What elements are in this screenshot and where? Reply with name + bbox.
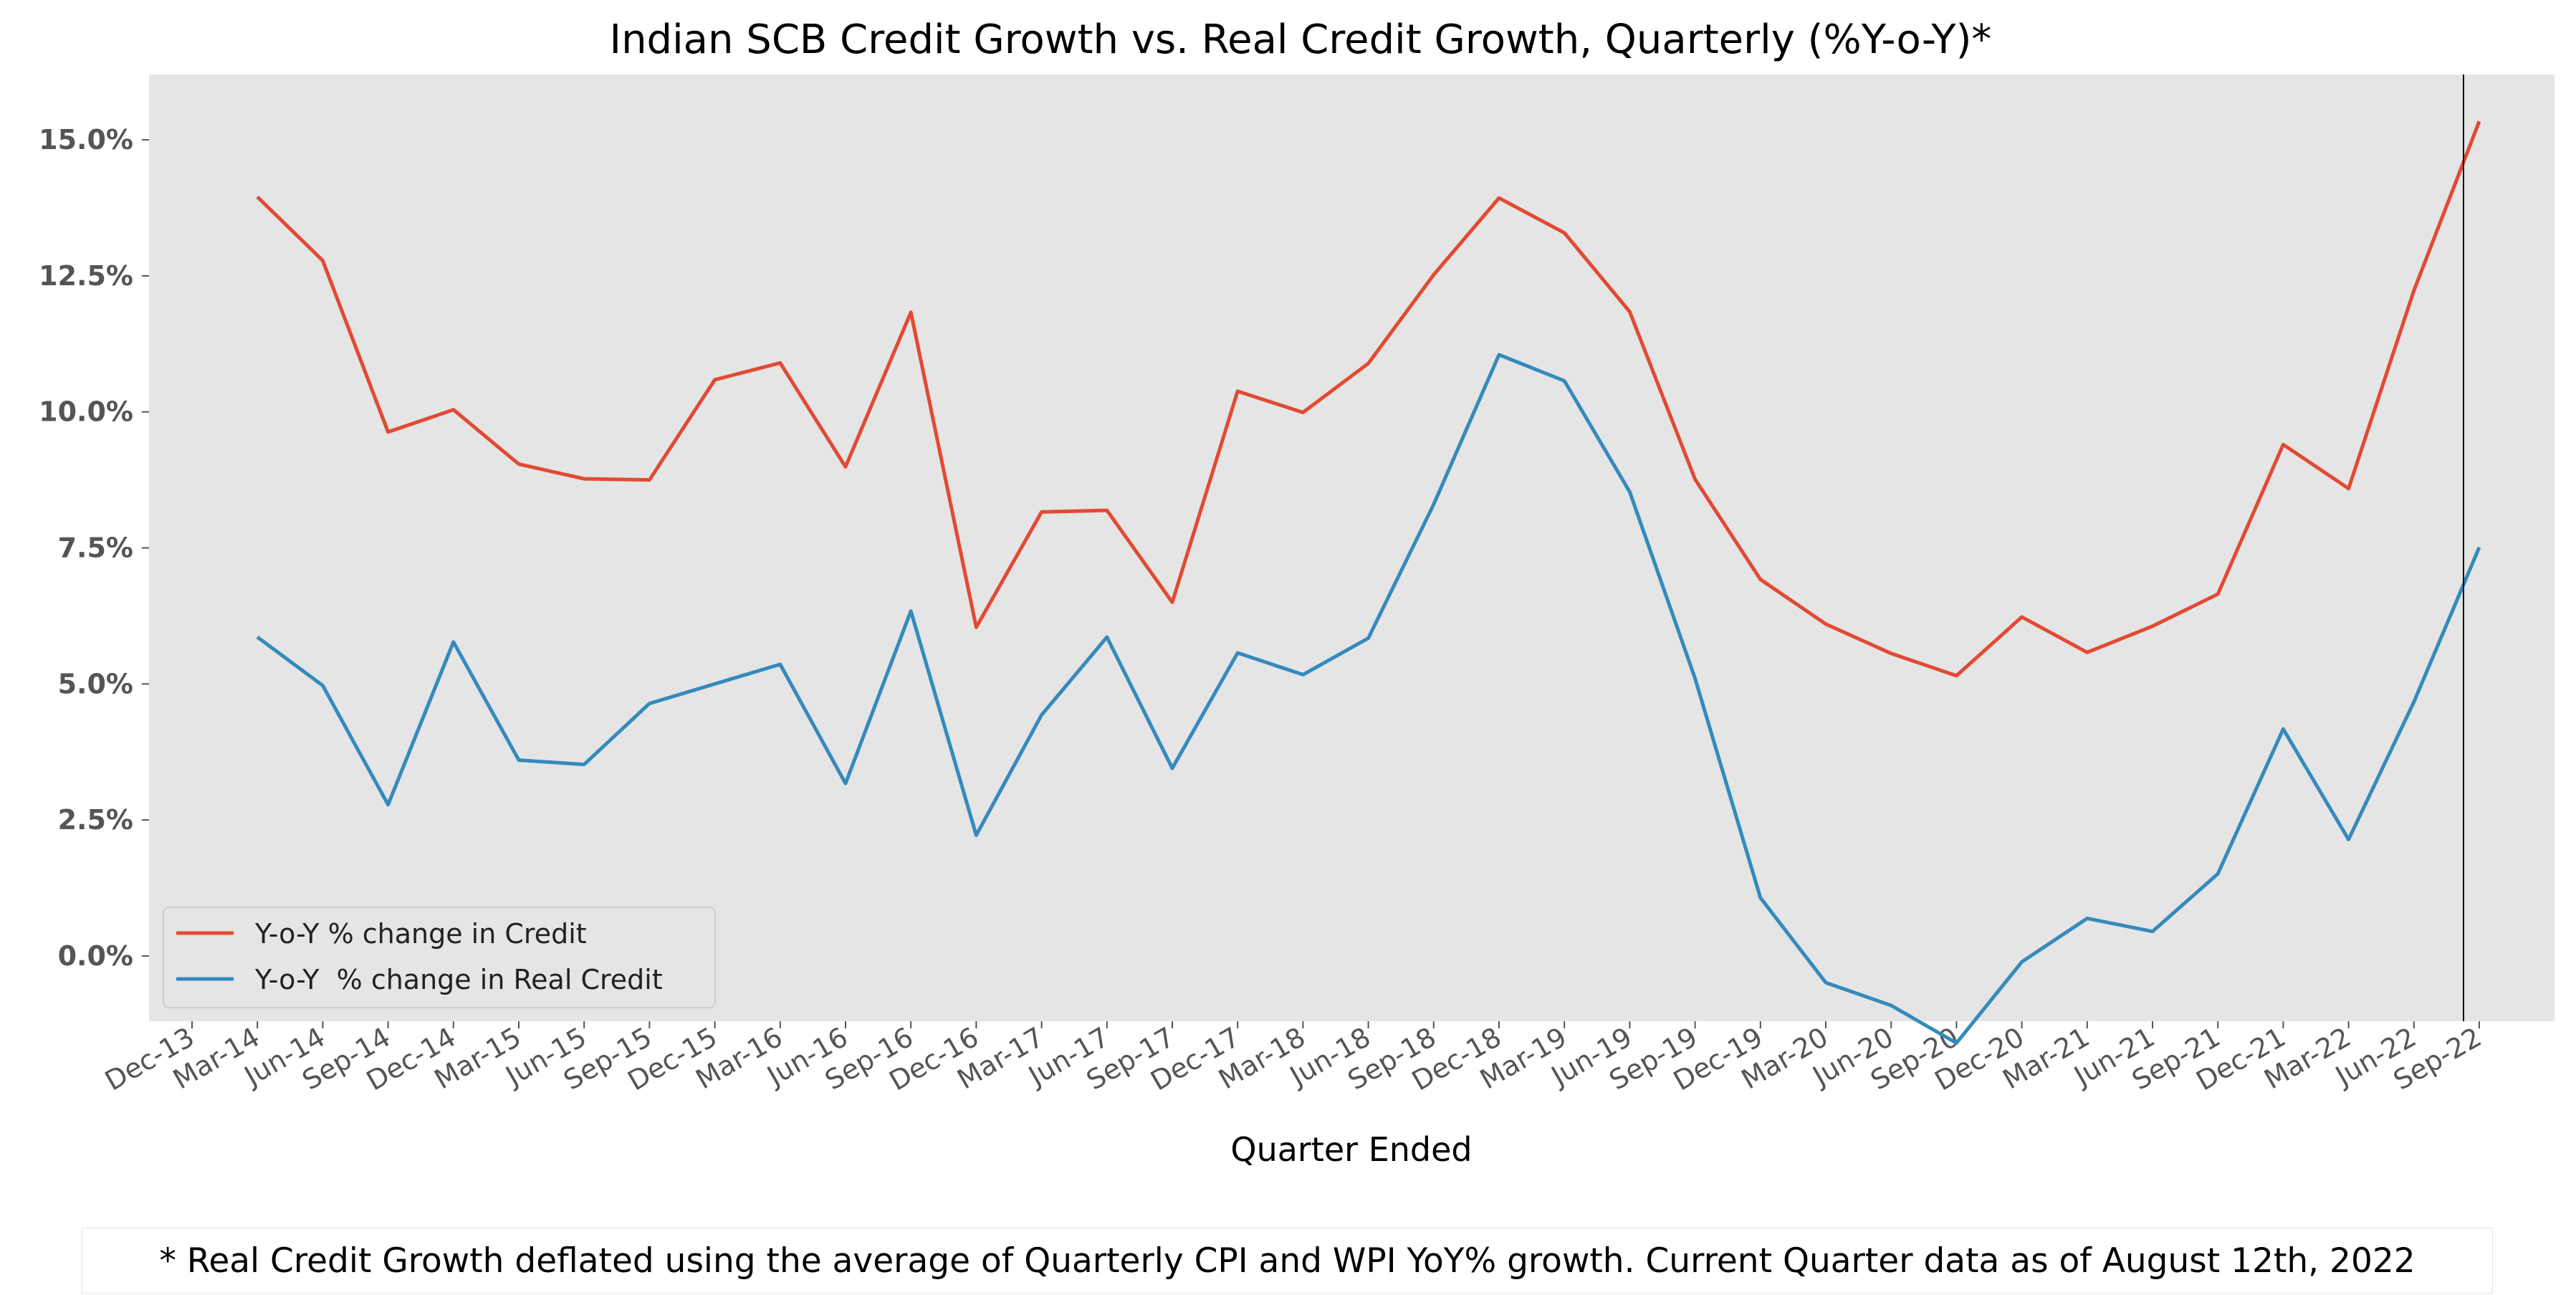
y-tick-label: 0.0% <box>58 940 133 972</box>
legend-box <box>163 907 716 1008</box>
plot-area <box>149 75 2555 1021</box>
y-tick-label: 7.5% <box>58 532 133 564</box>
legend-label-credit: Y-o-Y % change in Credit <box>254 918 587 950</box>
footnote: * Real Credit Growth deflated using the … <box>82 1228 2493 1294</box>
chart-title: Indian SCB Credit Growth vs. Real Credit… <box>610 16 1992 63</box>
series-line-credit <box>256 120 2481 678</box>
y-axis: 0.0% 2.5% 5.0% 7.5% 10.0% 12.5% 15.0% <box>39 124 149 972</box>
series-layer <box>256 120 2481 1045</box>
y-tick-label: 15.0% <box>39 124 133 156</box>
series-line-real-credit <box>256 353 2481 1045</box>
x-axis: Dec-13Mar-14Jun-14Sep-14Dec-14Mar-15Jun-… <box>100 1021 2486 1097</box>
legend: Y-o-Y % change in Credit Y-o-Y % change … <box>163 907 716 1008</box>
y-tick-label: 12.5% <box>39 260 133 292</box>
x-axis-label: Quarter Ended <box>1230 1130 1472 1169</box>
y-tick-label: 2.5% <box>58 804 133 836</box>
y-tick-label: 10.0% <box>39 396 133 428</box>
y-tick-label: 5.0% <box>58 668 133 699</box>
legend-label-real-credit: Y-o-Y % change in Real Credit <box>254 964 663 995</box>
